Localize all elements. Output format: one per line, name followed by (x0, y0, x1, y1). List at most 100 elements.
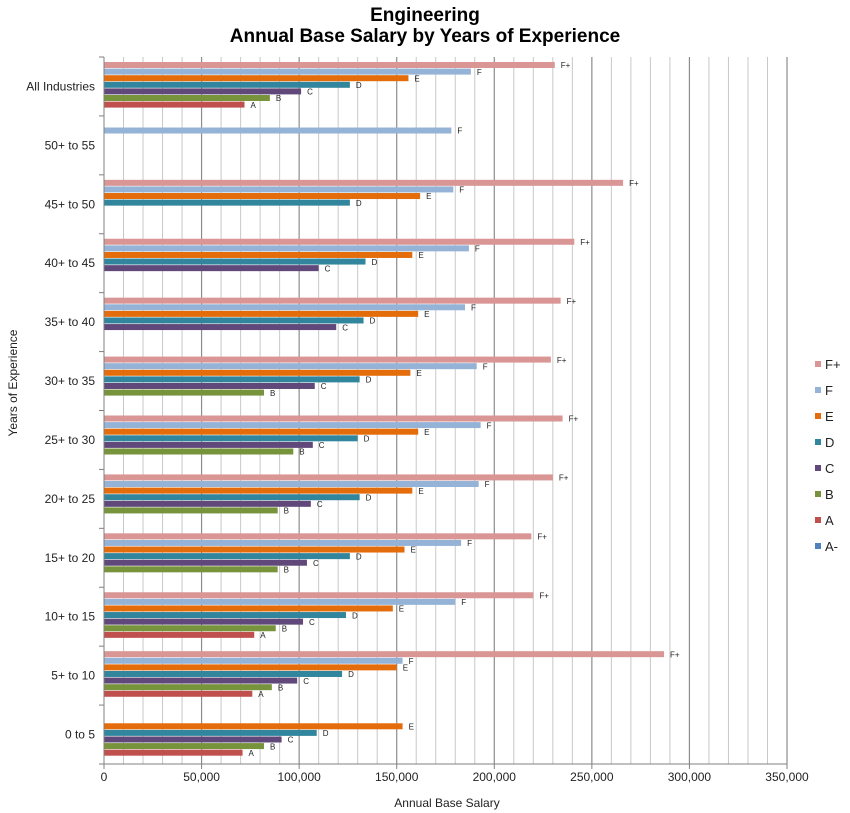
chart-title-line-1: Engineering (370, 5, 480, 26)
bar-label-0-to-5-b: B (270, 742, 275, 751)
bar-label-10plus-to-15-d: D (352, 611, 358, 620)
bar-15plus-to-20-e (104, 546, 405, 553)
bar-20plus-to-25-f (104, 481, 479, 488)
bar-45plus-to-50-d (104, 199, 350, 206)
x-tick-label: 0 (101, 770, 108, 784)
bar-label-35plus-to-40-f: F (471, 303, 476, 312)
bar-label-10plus-to-15-f: F (461, 598, 466, 607)
category-label-40plus-to-45: 40+ to 45 (45, 256, 96, 270)
bar-all-industries-d (104, 81, 350, 88)
bar-label-5plus-to-10-e: E (403, 664, 408, 673)
bar-label-40plus-to-45-e: E (418, 251, 423, 260)
bar-10plus-to-15-f (104, 598, 456, 605)
bar-label-all-industries-a: A (251, 101, 257, 110)
legend-swatch-f (815, 387, 821, 393)
bar-25plus-to-30-fplus (104, 415, 563, 422)
bar-10plus-to-15-b (104, 625, 276, 632)
legend-label-c: C (825, 461, 834, 476)
bar-all-industries-f (104, 68, 471, 75)
bar-30plus-to-35-f (104, 363, 477, 370)
bar-45plus-to-50-f (104, 186, 454, 193)
bar-all-industries-c (104, 88, 302, 95)
legend-swatch-c (815, 465, 821, 471)
bar-40plus-to-45-d (104, 258, 366, 265)
bar-label-40plus-to-45-f: F (475, 245, 480, 254)
bar-all-industries-a (104, 101, 245, 108)
bar-label-20plus-to-25-f: F (485, 480, 490, 489)
bar-0-to-5-d (104, 729, 317, 736)
bar-30plus-to-35-e (104, 369, 411, 376)
bar-0-to-5-c (104, 736, 282, 743)
bar-label-25plus-to-30-fplus: F+ (569, 415, 579, 424)
y-axis-label: Years of Experience (6, 329, 20, 436)
bar-label-15plus-to-20-f: F (467, 539, 472, 548)
bar-25plus-to-30-e (104, 428, 419, 435)
bar-label-5plus-to-10-c: C (303, 677, 309, 686)
bar-label-5plus-to-10-d: D (348, 670, 354, 679)
bar-label-10plus-to-15-c: C (309, 618, 315, 627)
bar-0-to-5-e (104, 723, 403, 730)
bar-5plus-to-10-fplus (104, 651, 665, 658)
legend-label-fplus: F+ (825, 357, 841, 372)
legend-swatch-a (815, 543, 821, 549)
bar-label-30plus-to-35-c: C (321, 382, 327, 391)
legend-swatch-a (815, 517, 821, 523)
category-label-45plus-to-50: 45+ to 50 (45, 197, 96, 211)
bar-label-35plus-to-40-d: D (370, 317, 376, 326)
x-tick-label: 300,000 (668, 770, 712, 784)
x-axis-label: Annual Base Salary (394, 796, 499, 810)
bar-0-to-5-b (104, 743, 265, 750)
bar-label-45plus-to-50-f: F (459, 186, 464, 195)
bar-label-35plus-to-40-c: C (342, 323, 348, 332)
bar-label-30plus-to-35-e: E (416, 369, 421, 378)
category-label-all-industries: All Industries (26, 79, 95, 93)
category-label-15plus-to-20: 15+ to 20 (45, 551, 96, 565)
bar-label-15plus-to-20-d: D (356, 552, 362, 561)
category-label-10plus-to-15: 10+ to 15 (45, 610, 96, 624)
category-label-35plus-to-40: 35+ to 40 (45, 315, 96, 329)
bar-25plus-to-30-c (104, 441, 313, 448)
bar-35plus-to-40-fplus (104, 297, 561, 304)
legend-label-d: D (825, 435, 834, 450)
legend-label-f: F (825, 383, 833, 398)
legend-label-a: A (825, 513, 834, 528)
bar-label-30plus-to-35-f: F (483, 362, 488, 371)
category-label-5plus-to-10: 5+ to 10 (51, 669, 95, 683)
bar-label-10plus-to-15-a: A (260, 631, 266, 640)
bar-5plus-to-10-b (104, 684, 272, 691)
bar-10plus-to-15-e (104, 605, 393, 612)
bar-50plus-to-55-f (104, 127, 452, 134)
bar-5plus-to-10-e (104, 664, 397, 671)
bar-label-35plus-to-40-e: E (424, 310, 429, 319)
bar-35plus-to-40-e (104, 310, 419, 317)
bar-20plus-to-25-c (104, 500, 311, 507)
legend-label-e: E (825, 409, 834, 424)
bar-label-5plus-to-10-a: A (258, 690, 264, 699)
x-tick-label: 250,000 (570, 770, 614, 784)
legend-swatch-fplus (815, 361, 821, 367)
bar-40plus-to-45-c (104, 265, 319, 272)
bar-30plus-to-35-fplus (104, 356, 551, 363)
legend-swatch-b (815, 491, 821, 497)
grid-lines (123, 57, 788, 764)
bar-label-all-industries-b: B (276, 94, 281, 103)
bar-15plus-to-20-b (104, 566, 278, 573)
bar-45plus-to-50-fplus (104, 179, 624, 186)
bar-all-industries-b (104, 95, 270, 101)
bar-label-25plus-to-30-e: E (424, 428, 429, 437)
bar-label-0-to-5-a: A (249, 749, 255, 758)
bar-label-30plus-to-35-fplus: F+ (557, 356, 567, 365)
bar-15plus-to-20-fplus (104, 533, 532, 540)
bar-label-25plus-to-30-b: B (299, 448, 304, 457)
category-label-20plus-to-25: 20+ to 25 (45, 492, 96, 506)
bar-label-15plus-to-20-fplus: F+ (537, 533, 547, 542)
axes: 0 50,000 100,000 150,000 200,000 250,000 300,0… (26, 56, 809, 784)
bar-label-all-industries-f: F (477, 68, 482, 77)
bars: F+FEDCBAFF+FEDF+FEDCF+FEDCF+FEDCBF+FEDCB… (104, 61, 680, 758)
bar-label-10plus-to-15-b: B (282, 624, 287, 633)
chart-title-line-2: Annual Base Salary by Years of Experienc… (230, 26, 620, 47)
bar-40plus-to-45-e (104, 251, 413, 258)
bar-10plus-to-15-fplus (104, 592, 534, 599)
bar-label-15plus-to-20-e: E (411, 546, 416, 555)
